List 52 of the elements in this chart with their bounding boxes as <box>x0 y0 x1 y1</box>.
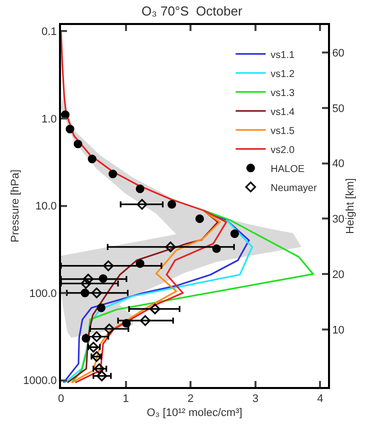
y-tick-label: 30 <box>332 214 344 226</box>
line-series <box>61 30 228 384</box>
point <box>195 214 204 224</box>
x-tick-label: 0 <box>58 393 64 406</box>
point <box>82 274 94 284</box>
point <box>102 260 114 272</box>
x-tick-label: 3 <box>252 393 258 406</box>
point <box>104 324 115 334</box>
y2-tick-label: 0.1 <box>42 26 57 38</box>
point <box>96 304 106 312</box>
point <box>94 363 105 374</box>
point <box>88 154 96 164</box>
y2-tick-label: 1.0 <box>42 113 57 126</box>
y2-tick-label: 1000.0 <box>23 375 57 388</box>
point <box>96 370 108 382</box>
legend-label: Neumayer <box>270 182 318 194</box>
x-tick-label: 4 <box>317 393 324 406</box>
x-tick-label: 1 <box>122 393 129 406</box>
point <box>80 278 92 289</box>
y2-tick-label: 100.0 <box>29 288 57 300</box>
point <box>91 331 102 342</box>
point <box>168 200 176 209</box>
legend-label: vs2.0 <box>270 144 295 156</box>
y-tick-label: 10 <box>332 324 344 336</box>
point <box>140 315 151 326</box>
legend-label: vs1.2 <box>270 68 295 80</box>
legend-label: vs1.1 <box>270 50 295 61</box>
x-axis-title: O₃ [10¹² molec/cm³] <box>146 406 242 419</box>
x-tick-label: 2 <box>188 393 194 406</box>
y-axis-title: Height [km] <box>344 178 356 234</box>
point <box>230 229 239 238</box>
legend-label: vs1.3 <box>270 88 295 99</box>
chart-title: O₃ 70°S October <box>141 4 243 19</box>
point <box>136 198 148 210</box>
point <box>165 242 176 252</box>
point <box>66 124 74 134</box>
y-tick-label: 20 <box>332 268 344 281</box>
y-tick-label: 60 <box>332 48 344 60</box>
y2-axis-title: Pressure [hPa] <box>9 170 22 242</box>
point <box>74 140 82 148</box>
point <box>136 184 144 194</box>
legend-label: vs1.5 <box>270 126 295 137</box>
legend-label: vs1.4 <box>270 106 295 118</box>
y-tick-label: 50 <box>332 102 344 115</box>
point <box>108 170 118 178</box>
y2-tick-label: 10.0 <box>35 200 57 213</box>
point <box>91 288 102 298</box>
y-tick-label: 40 <box>332 158 344 170</box>
legend-label: HALOE <box>270 164 305 175</box>
point <box>61 110 70 119</box>
point <box>150 304 160 314</box>
line-series <box>70 210 314 384</box>
